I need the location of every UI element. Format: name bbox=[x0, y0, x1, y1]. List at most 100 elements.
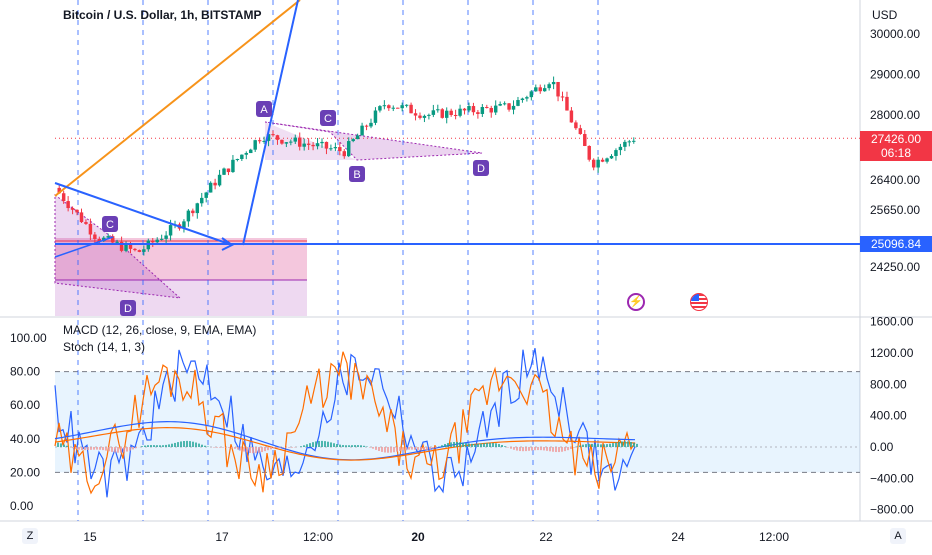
pattern-badge-d[interactable]: D bbox=[473, 160, 489, 176]
candle-body bbox=[423, 116, 426, 118]
candle-body bbox=[409, 105, 412, 113]
candle-body bbox=[253, 140, 256, 149]
macd-histogram-bar bbox=[501, 445, 503, 447]
candle-body bbox=[307, 144, 310, 145]
drawings[interactable] bbox=[55, 0, 860, 257]
macd-histogram-bar bbox=[336, 444, 338, 447]
last-price-label: 27426.00 06:18 bbox=[860, 131, 932, 161]
macd-histogram-bar bbox=[351, 445, 353, 447]
candle-body bbox=[579, 128, 582, 134]
macd-legend[interactable]: MACD (12, 26, close, 9, EMA, EMA) bbox=[63, 323, 256, 337]
pattern-badge-c[interactable]: C bbox=[320, 110, 336, 126]
macd-histogram-bar bbox=[561, 447, 563, 452]
price-axis-tick: 28000.00 bbox=[870, 108, 920, 122]
candle-body bbox=[556, 82, 559, 96]
macd-histogram-bar bbox=[558, 447, 560, 452]
svg-text:C: C bbox=[324, 113, 332, 125]
macd-histogram-bar bbox=[81, 447, 83, 450]
macd-histogram-bar bbox=[234, 447, 236, 449]
macd-histogram-bar bbox=[123, 447, 125, 452]
last-price-value: 27426.00 bbox=[860, 132, 932, 146]
auto-scale-button[interactable]: A bbox=[890, 528, 906, 544]
candle-body bbox=[294, 138, 297, 142]
macd-axis-tick: 800.00 bbox=[870, 377, 907, 391]
macd-histogram-bar bbox=[270, 447, 272, 449]
flag-canton bbox=[691, 294, 699, 301]
macd-histogram-bar bbox=[264, 447, 266, 451]
macd-histogram-bar bbox=[117, 447, 119, 453]
candle-body bbox=[222, 169, 225, 175]
macd-histogram-bar bbox=[141, 446, 143, 447]
candle-body bbox=[396, 108, 399, 109]
us-flag-icon[interactable] bbox=[690, 293, 708, 311]
pattern-badge-d2[interactable]: D bbox=[120, 300, 136, 316]
currency-label[interactable]: USD bbox=[872, 8, 897, 22]
macd-histogram-bar bbox=[216, 447, 218, 448]
candle-body bbox=[570, 111, 573, 123]
macd-histogram-bar bbox=[459, 442, 461, 447]
candle-body bbox=[75, 210, 78, 213]
stoch-legend[interactable]: Stoch (14, 1, 3) bbox=[63, 340, 145, 354]
candle-body bbox=[387, 105, 390, 108]
macd-histogram-bar bbox=[132, 447, 134, 449]
macd-histogram-bar bbox=[78, 447, 80, 450]
macd-histogram-bar bbox=[582, 445, 584, 447]
earnings-event-icon[interactable]: ⚡ bbox=[627, 293, 645, 311]
symbol-title[interactable]: Bitcoin / U.S. Dollar, 1h, BITSTAMP bbox=[63, 8, 261, 22]
candle-body bbox=[614, 150, 617, 156]
price-axis-tick: 30000.00 bbox=[870, 27, 920, 41]
macd-histogram-bar bbox=[429, 447, 431, 449]
candle-body bbox=[227, 169, 230, 173]
macd-histogram-bar bbox=[87, 447, 89, 450]
macd-histogram-bar bbox=[150, 445, 152, 447]
macd-histogram-bar bbox=[135, 447, 137, 448]
candle-body bbox=[169, 225, 172, 235]
macd-histogram-bar bbox=[615, 442, 617, 447]
macd-histogram-bar bbox=[636, 444, 638, 447]
macd-histogram-bar bbox=[243, 447, 245, 452]
macd-histogram-bar bbox=[594, 444, 596, 447]
candle-body bbox=[392, 108, 395, 109]
macd-axis-tick: −800.00 bbox=[870, 503, 914, 517]
macd-histogram-bar bbox=[603, 444, 605, 447]
candle-body bbox=[476, 112, 479, 114]
macd-histogram-bar bbox=[339, 445, 341, 447]
candle-body bbox=[187, 211, 190, 222]
macd-histogram-bar bbox=[96, 447, 98, 450]
macd-histogram-bar bbox=[120, 447, 122, 453]
macd-histogram-bar bbox=[450, 442, 452, 447]
horizontal-line-price-label[interactable]: 25096.84 bbox=[860, 236, 932, 252]
macd-histogram-bar bbox=[414, 447, 416, 450]
candles bbox=[55, 77, 860, 256]
macd-histogram-bar bbox=[261, 447, 263, 452]
zoom-reset-button[interactable]: Z bbox=[22, 528, 38, 544]
macd-histogram-bar bbox=[258, 447, 260, 453]
macd-histogram-bar bbox=[483, 443, 485, 447]
pattern-badge-c2[interactable]: C bbox=[102, 216, 118, 232]
candle-body bbox=[280, 140, 283, 144]
candle-body bbox=[356, 135, 359, 139]
macd-histogram-bar bbox=[273, 447, 275, 449]
candle-body bbox=[503, 103, 506, 104]
macd-histogram-bar bbox=[627, 441, 629, 447]
candle-body bbox=[467, 106, 470, 110]
macd-histogram-bar bbox=[306, 444, 308, 447]
pattern-badge-b[interactable]: B bbox=[349, 166, 365, 182]
pattern-badge-a[interactable]: A bbox=[256, 101, 272, 117]
macd-histogram-bar bbox=[573, 447, 575, 448]
candle-body bbox=[133, 249, 136, 250]
macd-histogram-bar bbox=[219, 447, 221, 448]
macd-histogram-bar bbox=[282, 447, 284, 448]
macd-histogram-bar bbox=[162, 445, 164, 447]
macd-histogram-bar bbox=[249, 447, 251, 453]
macd-histogram-bar bbox=[195, 443, 197, 447]
macd-histogram-bar bbox=[504, 446, 506, 447]
candle-body bbox=[400, 105, 403, 108]
macd-histogram-bar bbox=[378, 447, 380, 451]
candle-body bbox=[138, 250, 141, 252]
macd-histogram-bar bbox=[432, 447, 434, 449]
candle-body bbox=[249, 150, 252, 153]
macd-axis-tick: −400.00 bbox=[870, 471, 914, 485]
macd-histogram-bar bbox=[540, 447, 542, 450]
